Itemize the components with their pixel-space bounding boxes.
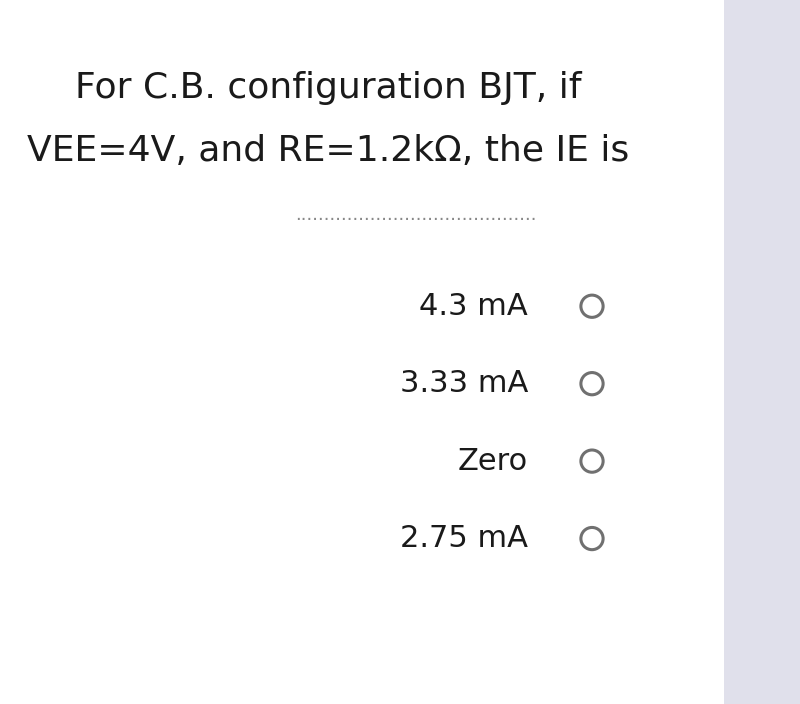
- Point: [586, 378, 598, 389]
- Text: Zero: Zero: [458, 446, 528, 476]
- Text: ..........................................: ........................................…: [295, 206, 537, 224]
- Text: 3.33 mA: 3.33 mA: [400, 369, 528, 398]
- Point: [586, 301, 598, 312]
- Point: [586, 455, 598, 467]
- FancyBboxPatch shape: [724, 0, 800, 704]
- Point: [586, 533, 598, 544]
- Text: 4.3 mA: 4.3 mA: [419, 291, 528, 321]
- Text: For C.B. configuration BJT, if: For C.B. configuration BJT, if: [74, 71, 582, 105]
- Text: VEE=4V, and RE=1.2kΩ, the IE is: VEE=4V, and RE=1.2kΩ, the IE is: [27, 134, 629, 168]
- Text: 2.75 mA: 2.75 mA: [400, 524, 528, 553]
